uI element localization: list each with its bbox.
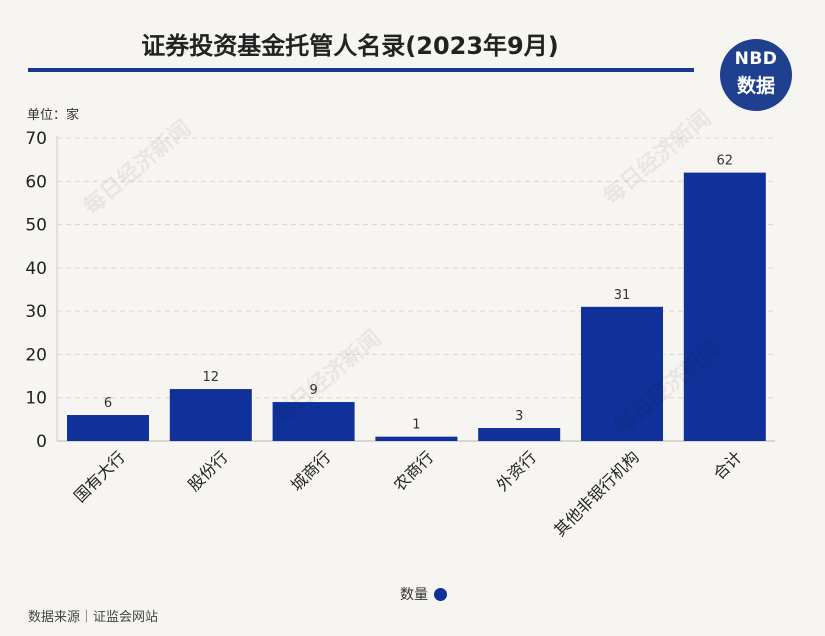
y-tick-label: 40 bbox=[25, 259, 47, 279]
y-tick-label: 70 bbox=[25, 129, 47, 149]
bar bbox=[478, 428, 561, 441]
data-label: 1 bbox=[412, 418, 420, 433]
x-tick-label: 其他非银行机构 bbox=[550, 447, 643, 540]
data-label: 31 bbox=[614, 288, 631, 303]
y-tick-label: 50 bbox=[25, 216, 47, 236]
data-source: 数据来源｜证监会网站 bbox=[28, 610, 159, 625]
logo-text-data: 数据 bbox=[736, 75, 775, 97]
x-tick-label: 外资行 bbox=[493, 447, 540, 494]
data-label: 9 bbox=[309, 383, 317, 398]
x-tick-label: 国有大行 bbox=[70, 447, 129, 506]
data-label: 6 bbox=[104, 396, 112, 411]
y-tick-label: 10 bbox=[25, 389, 47, 409]
bar bbox=[375, 436, 458, 441]
title-underline bbox=[28, 68, 694, 72]
x-tick-label: 城商行 bbox=[287, 447, 334, 494]
legend-label: 数量 bbox=[400, 587, 428, 603]
y-tick-label: 0 bbox=[36, 432, 47, 452]
data-label: 12 bbox=[203, 370, 220, 385]
legend: 数量 bbox=[400, 584, 447, 604]
bar bbox=[169, 389, 252, 441]
data-label: 62 bbox=[717, 154, 734, 169]
y-tick-label: 20 bbox=[25, 345, 47, 365]
y-tick-label: 60 bbox=[25, 172, 47, 192]
chart-title: 证券投资基金托管人名录(2023年9月) bbox=[141, 32, 559, 60]
legend-swatch bbox=[434, 587, 447, 601]
x-tick-label: 合计 bbox=[710, 447, 746, 483]
x-tick-label: 股份行 bbox=[184, 447, 231, 494]
nbd-logo: NBD 数据 bbox=[720, 39, 792, 111]
bar bbox=[272, 402, 355, 441]
bar bbox=[67, 415, 149, 441]
x-tick-label: 农商行 bbox=[390, 447, 437, 494]
data-label: 3 bbox=[515, 409, 523, 424]
logo-text-nbd: NBD bbox=[734, 49, 778, 69]
unit-label: 单位：家 bbox=[27, 108, 80, 123]
bar bbox=[581, 306, 663, 441]
y-tick-label: 30 bbox=[25, 302, 47, 322]
bar bbox=[683, 172, 766, 441]
